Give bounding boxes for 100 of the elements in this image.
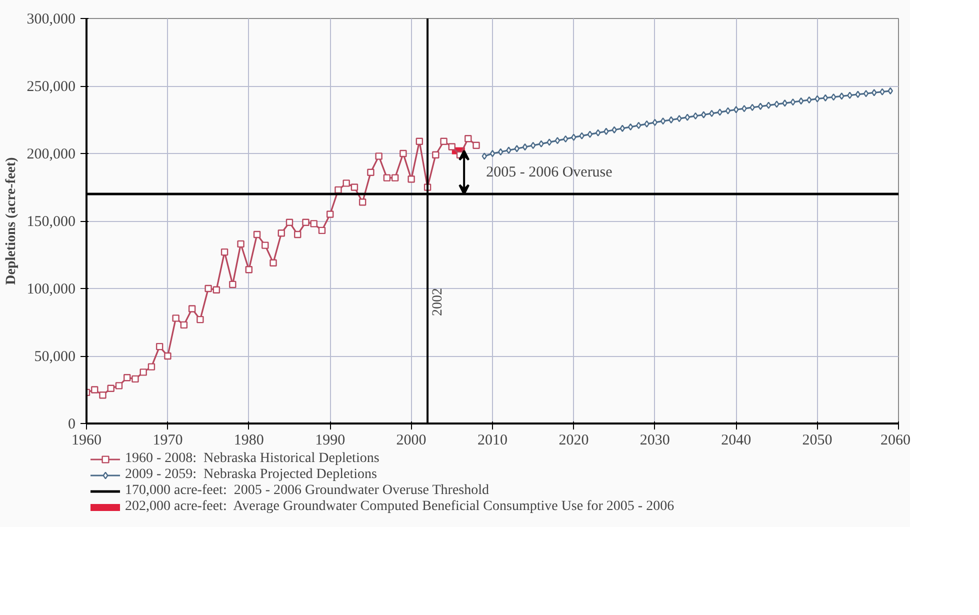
point — [464, 135, 472, 142]
point — [604, 128, 609, 135]
x-tick-label: 1980 — [234, 432, 264, 448]
point — [188, 305, 196, 312]
point — [554, 136, 560, 144]
point — [408, 176, 415, 183]
legend-label: 1960 - 2008: Nebraska Historical Depletions — [125, 451, 380, 467]
point — [391, 174, 399, 182]
point — [766, 102, 772, 109]
point — [367, 168, 374, 176]
x-tick-label: 1960 — [72, 432, 102, 448]
point — [220, 248, 228, 256]
point — [148, 363, 156, 370]
point — [472, 142, 480, 149]
point — [546, 138, 552, 146]
point — [587, 130, 593, 138]
ref-line-label: 2002 — [430, 288, 446, 316]
y-tick-label: 100,000 — [26, 282, 76, 298]
point — [717, 108, 722, 116]
point — [172, 314, 180, 322]
legend-label: 2009 - 2059: Nebraska Projected Depletions — [125, 467, 377, 483]
point — [99, 392, 106, 399]
x-tick-label: 1970 — [152, 432, 183, 448]
point — [684, 114, 690, 121]
point — [579, 132, 584, 140]
point — [701, 111, 706, 118]
x-tick-label: 2020 — [558, 432, 589, 448]
point — [612, 126, 617, 134]
point — [253, 230, 261, 238]
y-tick-label: 250,000 — [26, 79, 76, 95]
point — [734, 106, 739, 114]
point — [595, 129, 601, 136]
point — [310, 220, 318, 228]
point — [448, 143, 456, 150]
point — [692, 112, 698, 120]
point — [400, 150, 407, 158]
point — [318, 226, 326, 234]
x-tick-label: 1990 — [315, 432, 346, 448]
x-tick-label: 2040 — [721, 432, 752, 448]
legend-label: 202,000 acre-feet: Average Groundwater Computed Beneficial Consumptive Use for 2005 - 2006 — [125, 499, 674, 515]
point — [140, 368, 147, 376]
point — [286, 218, 294, 226]
point — [302, 218, 310, 226]
point — [237, 240, 244, 248]
point — [562, 135, 568, 143]
point — [375, 152, 382, 160]
y-axis-title: Depletions (acre-feet) — [4, 156, 19, 285]
point — [383, 174, 391, 182]
point — [758, 102, 764, 110]
point — [847, 92, 852, 99]
point — [498, 148, 504, 156]
point — [270, 259, 277, 266]
point — [774, 100, 780, 108]
point — [115, 382, 123, 390]
point — [628, 123, 634, 131]
point — [350, 184, 358, 191]
y-tick-label: 150,000 — [26, 214, 76, 230]
point — [334, 186, 342, 194]
y-tick-label: 0 — [68, 416, 76, 432]
point — [156, 342, 164, 350]
point — [107, 384, 114, 392]
point — [432, 151, 440, 158]
point — [490, 150, 496, 158]
y-tick-label: 50,000 — [34, 349, 76, 365]
point — [530, 142, 536, 149]
point — [326, 210, 334, 218]
point — [571, 134, 576, 141]
annotation: 2005 - 2006 Overuse — [486, 164, 613, 180]
legend-label: 170,000 acre-feet: 2005 - 2006 Groundwater Overuse Threshold — [125, 483, 490, 499]
point — [620, 124, 626, 132]
point — [863, 90, 869, 98]
point — [416, 138, 424, 145]
point — [855, 90, 860, 98]
point — [798, 97, 804, 105]
point — [782, 100, 788, 107]
point — [822, 94, 828, 102]
point — [358, 198, 366, 206]
point — [880, 88, 885, 96]
point — [668, 116, 674, 124]
point — [294, 230, 302, 238]
point — [132, 375, 139, 383]
point — [506, 146, 512, 154]
y-tick-label: 200,000 — [26, 146, 76, 162]
point — [212, 286, 220, 294]
point — [342, 180, 350, 187]
point — [830, 93, 836, 101]
x-tick-label: 2050 — [802, 432, 832, 448]
point — [839, 92, 844, 100]
point — [180, 321, 188, 329]
point — [229, 280, 236, 288]
point — [725, 107, 731, 114]
point — [245, 266, 252, 274]
point — [888, 87, 893, 94]
x-tick-label: 2030 — [640, 432, 670, 448]
x-tick-label: 2010 — [478, 432, 508, 448]
x-tick-label: 2060 — [880, 432, 910, 448]
point — [164, 352, 172, 360]
point — [872, 89, 877, 96]
y-tick-label: 300,000 — [26, 12, 76, 28]
point — [482, 152, 487, 160]
